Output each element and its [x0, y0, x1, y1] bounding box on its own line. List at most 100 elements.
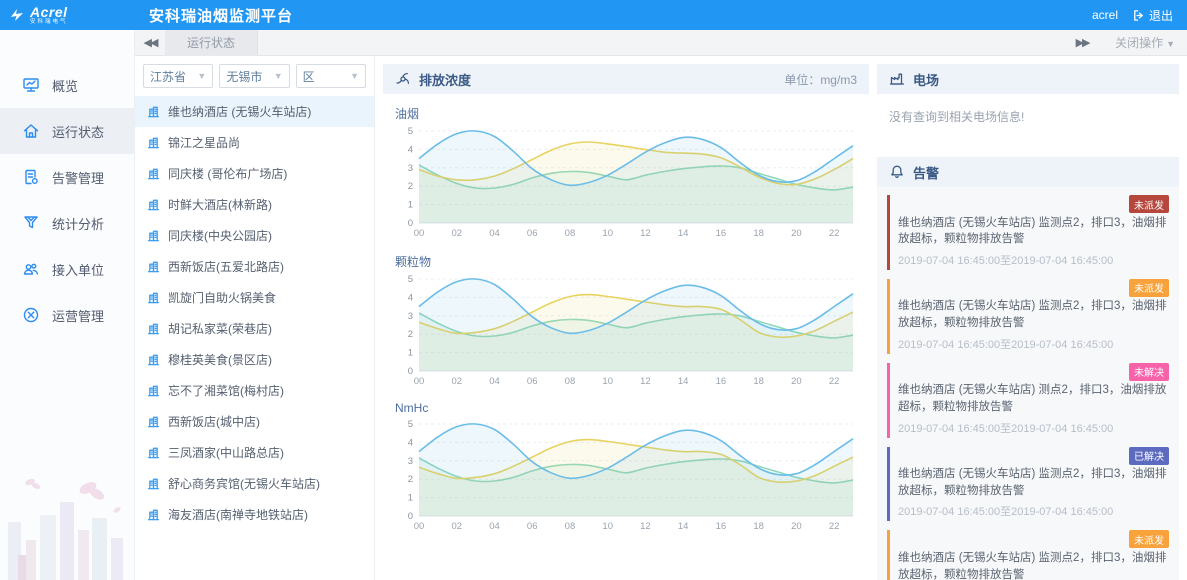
city-select[interactable]: 无锡市 ▼ [219, 64, 290, 88]
store-name: 忘不了湘菜馆(梅村店) [168, 384, 284, 398]
alarm-item[interactable]: 已解决 维也纳酒店 (无锡火车站店) 监测点2，排口3，油烟排放超标，颗粒物排放告… [887, 446, 1169, 522]
chart-block-1: 颗粒物 0 1 2 3 4 5 00 02 04 06 08 10 12 14 16 18 20 22 [393, 253, 859, 394]
factory-icon [889, 73, 905, 85]
sidebar-item-0[interactable]: 概览 [0, 62, 134, 108]
building-icon [147, 446, 160, 459]
alarm-message: 维也纳酒店 (无锡火车站店) 监测点2，排口3，油烟排放超标，颗粒物排放告警 [898, 468, 1167, 497]
svg-text:00: 00 [414, 376, 425, 387]
page-title: 安科瑞油烟监测平台 [149, 7, 294, 25]
ops-icon [22, 306, 40, 324]
store-name: 凯旋门自助火锅美食 [168, 291, 277, 305]
store-name: 锦江之星品尚 [168, 136, 241, 150]
store-list-item[interactable]: 凯旋门自助火锅美食 [135, 282, 374, 313]
building-icon [147, 508, 160, 521]
unit-label: 单位：mg/m3 [784, 72, 857, 87]
alarm-time: 2019-07-04 16:45:00至2019-07-04 16:45:00 [898, 422, 1114, 435]
building-icon [147, 105, 160, 118]
building-icon [147, 198, 160, 211]
svg-text:12: 12 [640, 521, 651, 532]
alarm-item[interactable]: 未解决 维也纳酒店 (无锡火车站店) 测点2，排口3，油烟排放超标，颗粒物排放告警… [887, 362, 1169, 438]
store-list-item[interactable]: 胡记私家菜(荣巷店) [135, 313, 374, 344]
sidebar-item-1[interactable]: 运行状态 [0, 108, 134, 154]
building-icon [147, 167, 160, 180]
sidebar-item-4[interactable]: 接入单位 [0, 246, 134, 292]
sidebar-menu: 概览运行状态告警管理统计分析接入单位运营管理 [0, 62, 134, 338]
store-list-item[interactable]: 西新饭店(城中店) [135, 406, 374, 437]
chart-block-2: NmHc 0 1 2 3 4 5 00 02 04 06 08 10 12 14 16 18 20 22 [393, 401, 859, 539]
store-list: 维也纳酒店 (无锡火车站店) 锦江之星品尚同庆楼 (哥伦布广场店) 时鲜大酒店(林新… [135, 96, 374, 530]
sidebar-item-label: 概览 [52, 78, 79, 94]
tabs-scroll-left-icon[interactable]: ◀◀ [143, 37, 159, 49]
store-name: 西新饭店(城中店) [168, 415, 260, 429]
building-icon [147, 260, 160, 273]
building-icon [147, 291, 160, 304]
svg-text:3: 3 [408, 456, 413, 467]
svg-text:04: 04 [489, 376, 500, 387]
svg-text:4: 4 [408, 292, 413, 303]
status-badge: 未派发 [1129, 530, 1169, 549]
chart-title: 油烟 [395, 107, 420, 121]
alarm-card-title: 告警 [913, 165, 940, 181]
alarm-card-header: 告警 [877, 157, 1179, 187]
region-filter-row: 江苏省 ▼ 无锡市 ▼ 区 ▼ [135, 64, 374, 96]
store-list-item[interactable]: 海友酒店(南禅寺地铁站店) [135, 499, 374, 530]
store-name: 西新饭店(五爱北路店) [168, 260, 284, 274]
store-name: 海友酒店(南禅寺地铁站店) [168, 508, 308, 522]
store-list-item[interactable]: 同庆楼(中央公园店) [135, 220, 374, 251]
sidebar-item-3[interactable]: 统计分析 [0, 200, 134, 246]
alarm-item[interactable]: 未派发 维也纳酒店 (无锡火车站店) 监测点2，排口3，油烟排放超标，颗粒物排放告… [887, 195, 1169, 270]
store-name: 维也纳酒店 (无锡火车站店) [168, 105, 312, 119]
close-operations-dropdown[interactable]: 关闭操作 ▼ [1115, 34, 1175, 51]
users-icon [22, 260, 40, 278]
brand-name: Acrel [30, 3, 68, 20]
district-select[interactable]: 区 ▼ [295, 64, 366, 88]
username[interactable]: acrel [1091, 8, 1118, 22]
top-header: Acrel 安科瑞电气 安科瑞油烟监测平台 acrel 退出 [0, 0, 1187, 30]
svg-text:20: 20 [791, 228, 802, 239]
alarm-time: 2019-07-04 16:45:00至2019-07-04 16:45:00 [898, 254, 1114, 267]
sidebar-item-5[interactable]: 运营管理 [0, 292, 134, 338]
svg-text:20: 20 [791, 376, 802, 387]
svg-text:14: 14 [678, 228, 689, 239]
alarm-doc-icon [22, 168, 40, 186]
chart-title: NmHc [395, 401, 429, 415]
alarm-message: 维也纳酒店 (无锡火车站店) 测点2，排口3，油烟排放超标，颗粒物排放告警 [898, 384, 1167, 413]
tab-running-status[interactable]: 运行状态 [165, 29, 259, 56]
tab-bar: ◀◀ 运行状态 ▶▶ 关闭操作 ▼ [135, 29, 1187, 56]
building-icon [147, 229, 160, 242]
select-value: 区 [302, 69, 315, 84]
store-list-item[interactable]: 三凤酒家(中山路总店) [135, 437, 374, 468]
svg-text:2: 2 [408, 474, 413, 485]
fan-icon [396, 72, 410, 84]
store-list-item[interactable]: 穆桂英美食(景区店) [135, 344, 374, 375]
store-name: 胡记私家菜(荣巷店) [168, 322, 272, 336]
store-name: 时鲜大酒店(林新路) [168, 198, 272, 212]
logout-button[interactable]: 退出 [1132, 7, 1173, 24]
logout-icon [1134, 9, 1143, 21]
sidebar-item-label: 运行状态 [52, 124, 105, 140]
sidebar-item-label: 运营管理 [52, 308, 105, 324]
electric-field-empty-message: 没有查询到相关电场信息! [877, 94, 1179, 145]
chevron-down-icon: ▼ [197, 71, 207, 81]
svg-text:20: 20 [791, 521, 802, 532]
store-list-item[interactable]: 舒心商务宾馆(无锡火车站店) [135, 468, 374, 499]
sidebar-item-2[interactable]: 告警管理 [0, 154, 134, 200]
chevron-down-icon: ▼ [273, 71, 283, 81]
svg-text:06: 06 [527, 521, 538, 532]
alarm-time: 2019-07-04 16:45:00至2019-07-04 16:45:00 [898, 506, 1114, 519]
store-list-item[interactable]: 同庆楼 (哥伦布广场店) [135, 158, 374, 189]
store-list-item[interactable]: 锦江之星品尚 [135, 127, 374, 158]
alarm-item[interactable]: 未派发 维也纳酒店 (无锡火车站店) 监测点2，排口3，油烟排放超标，颗粒物排放告… [887, 278, 1169, 354]
tabs-scroll-right-icon[interactable]: ▶▶ [1075, 37, 1091, 49]
alarm-message: 维也纳酒店 (无锡火车站店) 监测点2，排口3，油烟排放超标，颗粒物排放告警 [898, 216, 1167, 246]
store-list-item[interactable]: 时鲜大酒店(林新路) [135, 189, 374, 220]
store-list-item[interactable]: 忘不了湘菜馆(梅村店) [135, 375, 374, 406]
sidebar-item-label: 统计分析 [52, 216, 105, 232]
store-list-item[interactable]: 维也纳酒店 (无锡火车站店) [135, 96, 374, 127]
store-list-item[interactable]: 西新饭店(五爱北路店) [135, 251, 374, 282]
province-select[interactable]: 江苏省 ▼ [143, 64, 214, 88]
alarm-item[interactable]: 未派发 维也纳酒店 (无锡火车站店) 监测点2，排口3，油烟排放超标，颗粒物排放告… [887, 530, 1169, 580]
svg-text:10: 10 [602, 521, 613, 532]
svg-text:04: 04 [489, 521, 500, 532]
svg-text:22: 22 [829, 521, 840, 532]
